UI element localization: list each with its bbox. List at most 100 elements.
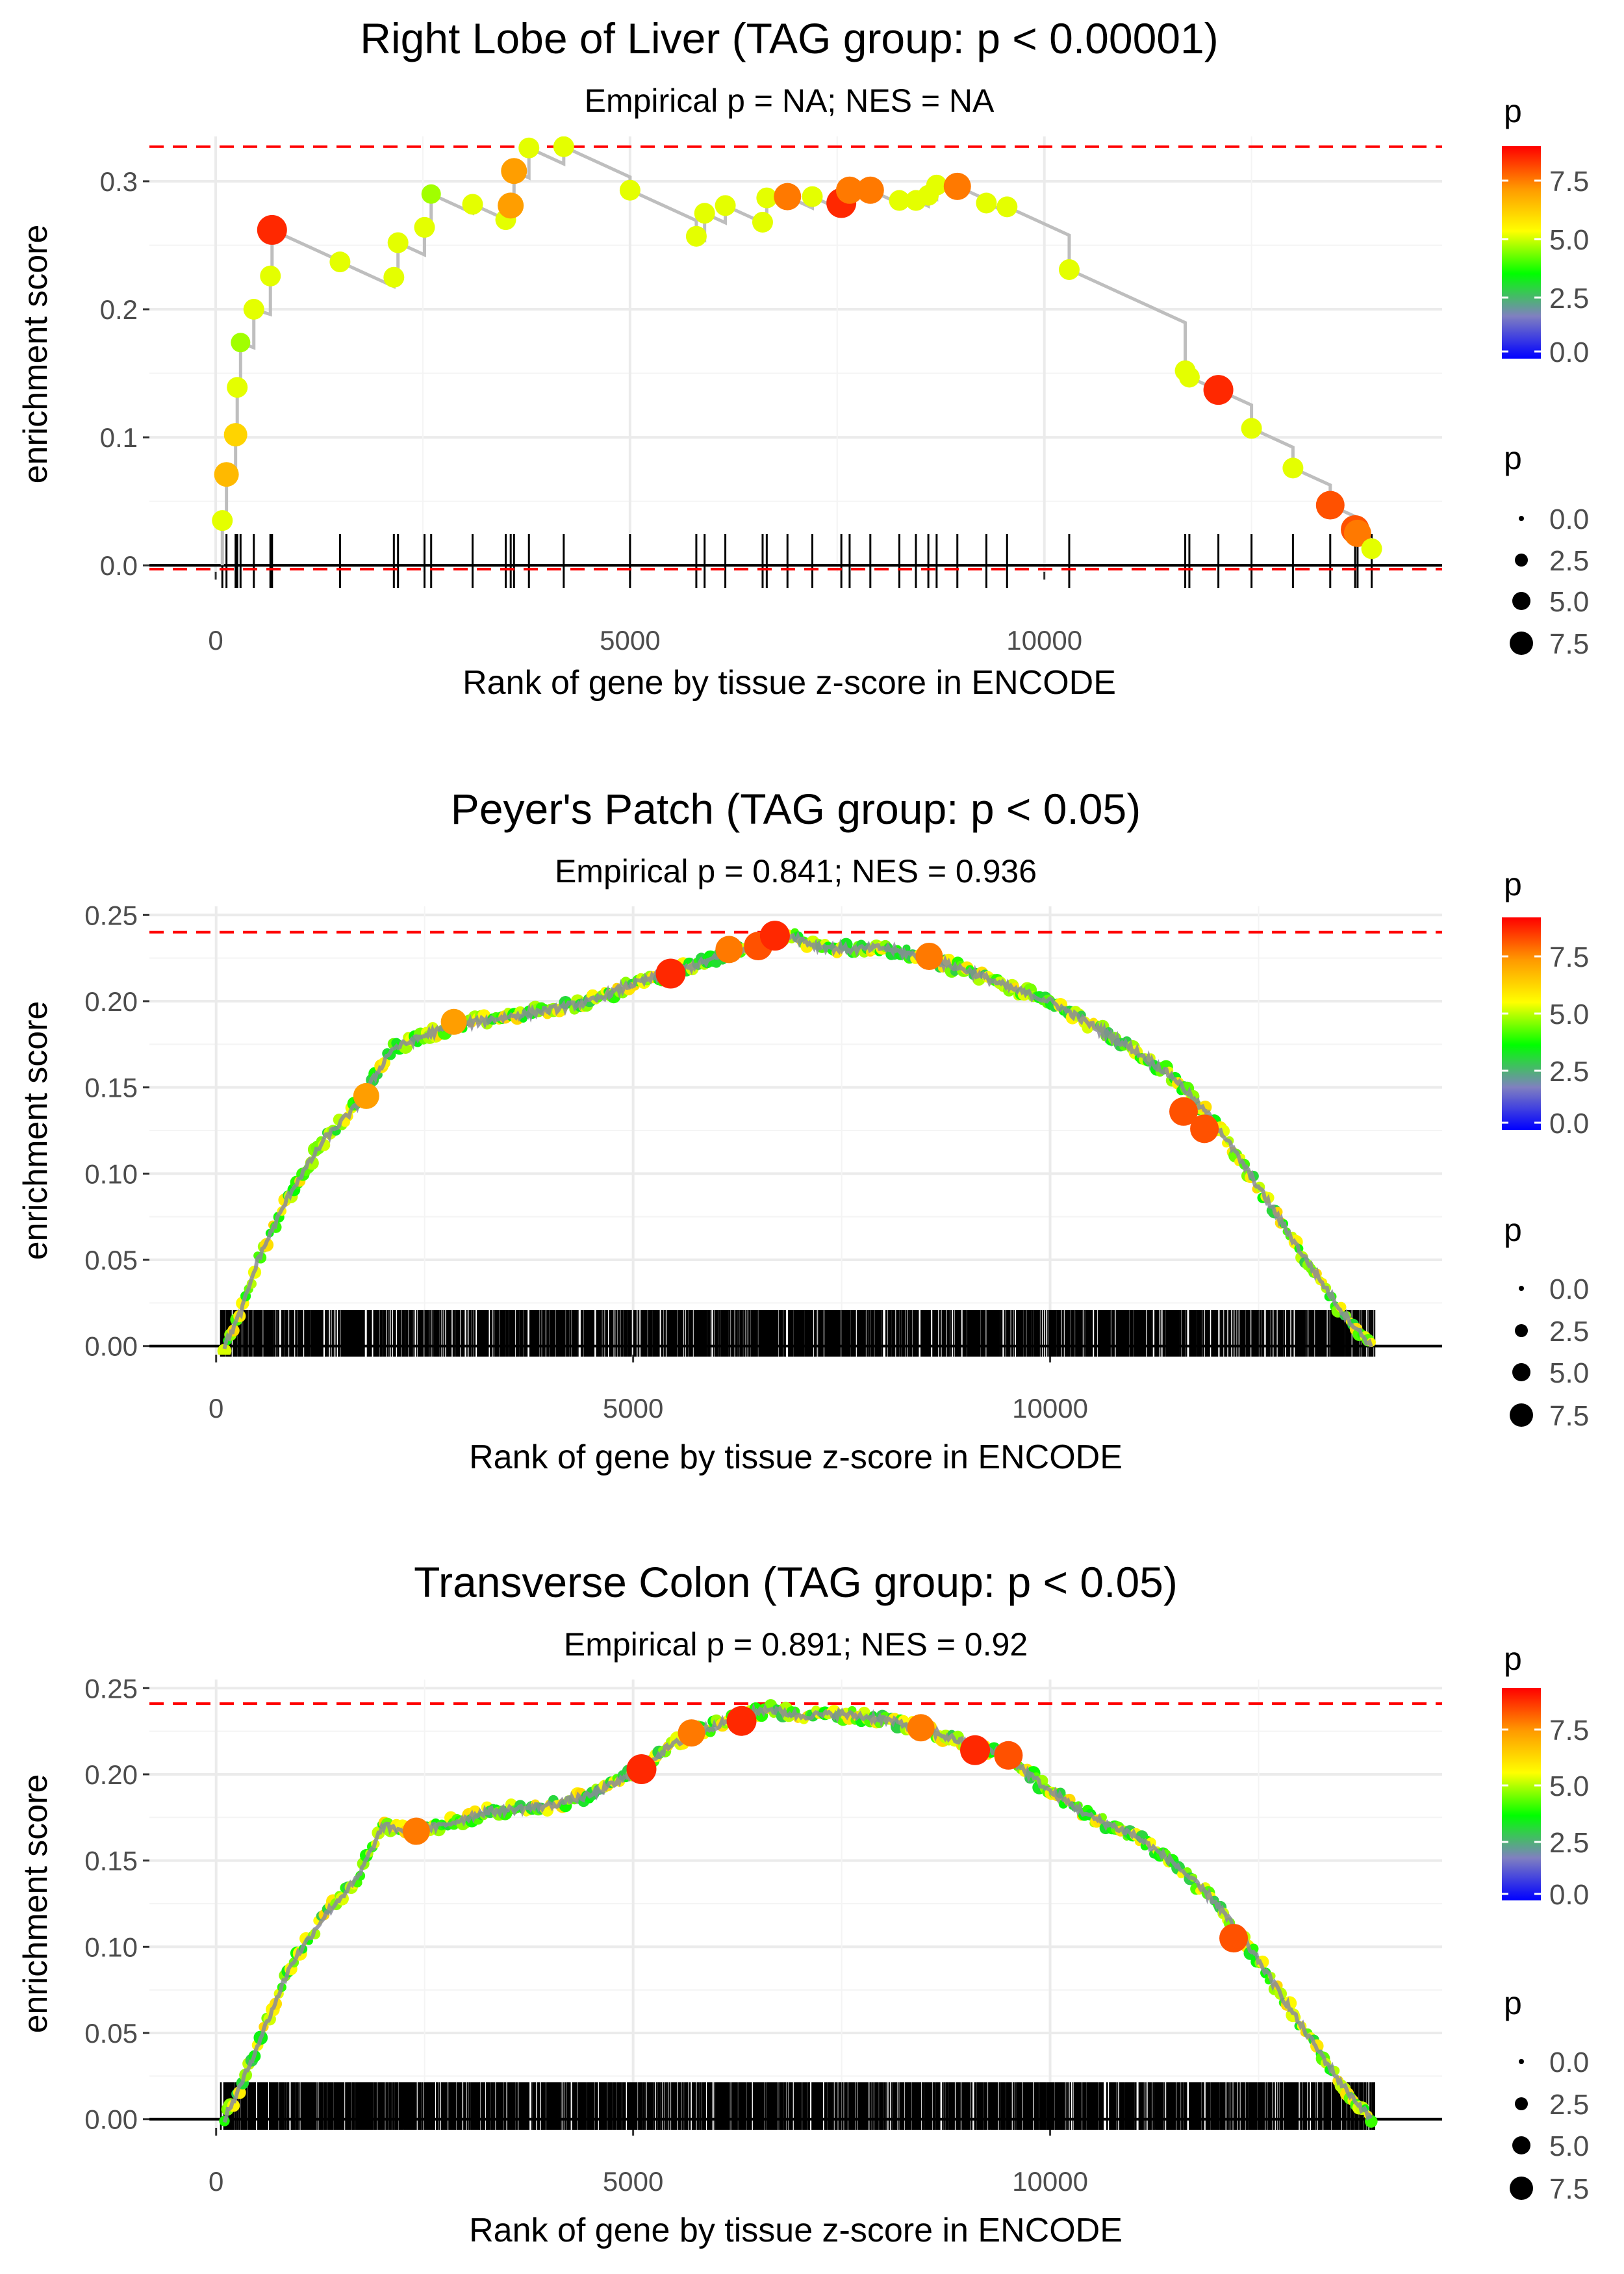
hit-point [994,1741,1023,1770]
hit-point [715,936,743,964]
hit-point [926,174,947,196]
hit-point [759,921,790,951]
hit-point [231,333,251,353]
hit-point [212,510,233,531]
size-key-point [1519,1286,1524,1291]
hit-point [943,172,971,200]
es-line [222,928,1373,1349]
size-key-point [1515,554,1528,567]
y-tick-label: 0.05 [84,2018,138,2049]
size-key-point [1519,2059,1524,2064]
panel-transverse-colon: Transverse Colon (TAG group: p < 0.05) E… [17,1558,1589,2249]
axis-ticks: 0.00 0.05 0.10 0.15 0.20 0.25 0 5000 10000 [84,1673,1088,2197]
y-tick-label: 0.1 [100,422,138,453]
colorbar [1502,1688,1541,1900]
size-label: 5.0 [1549,1357,1589,1389]
hit-point [802,186,823,207]
hit-point [223,423,247,447]
legend: p 7.5 5.0 2.5 0.0 p 0.0 2.5 5 [1502,866,1589,1432]
x-tick-label: 10000 [1012,2166,1088,2197]
enrichment-curve [149,1699,1442,2128]
hit-point [1178,366,1200,388]
hit-rug [220,1310,1376,1357]
panel-subtitle: Empirical p = 0.891; NES = 0.92 [564,1626,1028,1663]
hit-point [257,214,287,245]
x-axis-label: Rank of gene by tissue z-score in ENCODE [469,2212,1123,2249]
size-legend-title: p [1504,1985,1522,2021]
y-tick-label: 0.20 [84,1759,138,1790]
size-key-point [1512,592,1530,610]
panel-right-lobe-of-liver: Right Lobe of Liver (TAG group: p < 0.00… [17,14,1589,702]
hit-point [774,183,802,211]
hit-point [752,212,773,233]
hit-point [217,1344,232,1355]
es-line [220,144,1374,566]
y-tick-label: 0.00 [84,2104,138,2135]
hit-point [387,232,409,253]
size-label: 5.0 [1549,586,1589,618]
x-tick-label: 5000 [603,2166,663,2197]
size-label: 2.5 [1549,2089,1589,2121]
y-tick-label: 0.0 [100,550,138,581]
hit-point [402,1817,430,1845]
hit-point [1219,1924,1249,1953]
colorbar-label: 2.5 [1549,283,1589,314]
hit-point [498,192,524,219]
hit-point [626,1754,657,1784]
colorbar-label: 0.0 [1549,337,1589,368]
hit-point [227,377,248,398]
hit-point [960,1735,991,1765]
y-tick-label: 0.25 [84,900,138,930]
hit-point [915,942,943,970]
hit-point [353,1082,379,1109]
y-tick-label: 0.3 [100,166,138,197]
panel-subtitle: Empirical p = 0.841; NES = 0.936 [555,853,1037,889]
x-axis-label: Rank of gene by tissue z-score in ENCODE [463,664,1116,702]
hit-point [835,176,863,204]
hit-point [856,176,884,204]
enrichment-curve [149,921,1442,1355]
size-key-point [1510,632,1533,655]
hit-point [655,958,686,989]
axis-ticks: 0.00 0.05 0.10 0.15 0.20 0.25 0 5000 10000 [84,900,1088,1424]
y-tick-label: 0.15 [84,1846,138,1876]
colorbar-title: p [1504,93,1522,129]
panel-title: Right Lobe of Liver (TAG group: p < 0.00… [360,14,1218,62]
hit-point [1058,259,1080,280]
hit-point [1203,375,1234,405]
colorbar [1502,146,1541,359]
y-tick-label: 0.05 [84,1245,138,1275]
hit-point [685,225,707,247]
size-key-point [1510,2177,1533,2200]
hit-point [260,265,281,287]
hit-point [756,187,778,209]
y-tick-label: 0.10 [84,1932,138,1962]
hit-point [243,299,264,320]
hit-point [678,1719,705,1747]
size-key-point [1519,516,1524,521]
x-tick-label: 5000 [600,625,660,656]
legend: p 7.5 5.0 2.5 0.0 p 0.0 2.5 5 [1502,1641,1589,2205]
hit-point [383,266,405,288]
colorbar-label: 5.0 [1549,224,1589,256]
size-label: 7.5 [1549,1400,1589,1432]
panel-title: Peyer's Patch (TAG group: p < 0.05) [451,785,1141,833]
y-tick-label: 0.00 [84,1331,138,1362]
legend: p 7.5 5.0 2.5 0.0 p 0.0 2.5 5 [1502,93,1589,660]
colorbar-ticks [1502,955,1541,1124]
x-tick-label: 0 [208,625,223,656]
y-axis-label: enrichment score [17,1774,55,2034]
hit-point [1315,491,1345,520]
hit-rug [221,534,1373,588]
colorbar-label: 5.0 [1549,999,1589,1030]
size-key-point [1512,2136,1530,2154]
size-legend-title: p [1504,1212,1522,1248]
hit-point [553,136,574,157]
size-label: 0.0 [1549,504,1589,535]
hit-point [976,192,997,214]
y-tick-label: 0.2 [100,294,138,325]
size-label: 5.0 [1549,2130,1589,2162]
colorbar-ticks [1502,179,1541,353]
